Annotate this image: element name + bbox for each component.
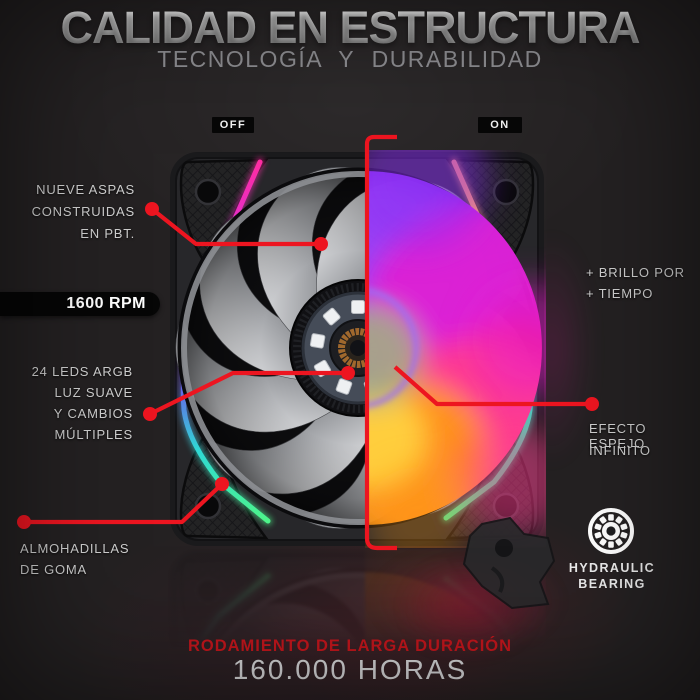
callout-leds-line4: MÚLTIPLES — [54, 427, 133, 442]
fan-illustration — [152, 145, 569, 560]
footer-tagline: RODAMIENTO DE LARGA DURACIÓN — [187, 637, 513, 655]
led-chip — [351, 300, 365, 314]
callout-brightness-line2: + TIEMPO — [586, 286, 654, 301]
callout-blades-line1: NUEVE ASPAS — [36, 182, 135, 197]
callout-brightness-line1: + BRILLO POR — [586, 265, 685, 280]
fan-on-tag: ON — [478, 117, 522, 133]
rpm-badge: 1600 RPM — [0, 292, 160, 316]
callout-leds-line3: Y CAMBIOS — [53, 406, 133, 421]
callout-leds-line2: LUZ SUAVE — [54, 385, 133, 400]
callout-mirror-line1: EFECTO ESPEJO — [589, 421, 647, 451]
callout-mirror-line2: INFINITO — [589, 443, 651, 458]
page-title: CALIDAD EN ESTRUCTURA — [0, 2, 700, 54]
bearing-icon — [588, 508, 634, 554]
callout-blades-line3: EN PBT. — [80, 226, 135, 241]
bearing-label-line1: HYDRAULIC — [568, 561, 656, 575]
footer-hours: 160.000 HORAS — [232, 654, 468, 685]
bearing-label-line2: BEARING — [578, 577, 646, 591]
callout-pads-line2: DE GOMA — [20, 562, 87, 577]
callout-leds-line1: 24 LEDS ARGB — [31, 364, 133, 379]
callout-blades-line2: CONSTRUIDAS — [31, 204, 135, 219]
page-subtitle: TECNOLOGÍA Y DURABILIDAD — [157, 46, 543, 72]
fan-off-tag: OFF — [212, 117, 254, 133]
callout-pads-line1: ALMOHADILLAS — [20, 541, 130, 556]
